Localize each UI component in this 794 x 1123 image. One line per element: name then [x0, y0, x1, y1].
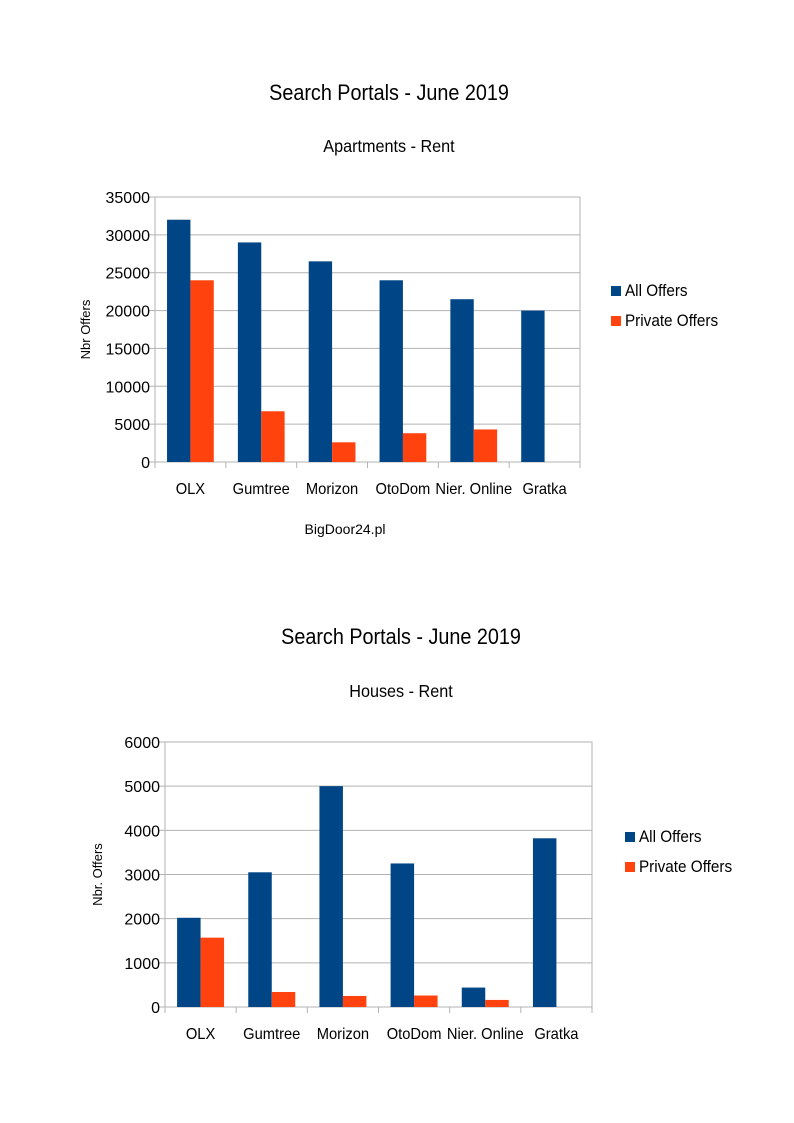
bars: OLX Gumtree Morizon OtoDom Nier. Online Gratk… [164, 786, 593, 1043]
bar-all-offers-morizon [319, 786, 343, 1007]
y-tick-label: 25000 [106, 266, 151, 283]
y-tick-label: 0 [151, 1000, 160, 1017]
y-tick-label: 3000 [124, 868, 160, 885]
bar-private-offers-nier-online [485, 999, 509, 1007]
legend-swatch [625, 832, 635, 842]
bar-private-offers-morizon [342, 995, 367, 1007]
y-tick-label: 5000 [114, 417, 150, 434]
legend-label: Private Offers [639, 857, 732, 876]
y-tick-label: 1000 [124, 956, 160, 973]
bar-private-offers-otodom [414, 995, 438, 1007]
chart-2: Search Portals - June 2019 Houses - Rent 0… [90, 625, 732, 1043]
bar-all-offers-otodom [390, 863, 415, 1007]
x-tick-label: Gumtree [233, 480, 290, 498]
legend-label: All Offers [625, 281, 688, 300]
chart-title: Search Portals - June 2019 [281, 625, 521, 649]
bar-all-offers-nier-online [461, 987, 486, 1007]
x-tick-label: OtoDom [376, 480, 431, 498]
y-axis: 0 1000 2000 3000 4000 5000 6000 [124, 735, 592, 1017]
x-tick-label: Nier. Online [447, 1025, 524, 1043]
chart-subtitle: Houses - Rent [349, 681, 453, 701]
y-axis-label: Nbr Offers [78, 299, 93, 359]
bar-all-offers-gratka [521, 310, 545, 462]
legend-label: Private Offers [625, 311, 718, 330]
bar-private-offers-morizon [332, 442, 356, 462]
bar-all-offers-nier-online [450, 299, 474, 462]
bar-all-offers-olx [167, 219, 191, 462]
x-tick-label: OLX [176, 480, 205, 498]
legend: All Offers Private Offers [625, 827, 732, 876]
legend-label: All Offers [639, 827, 702, 846]
bar-all-offers-gumtree [237, 242, 262, 462]
bars: OLX Gumtree Morizon OtoDom Nier. Online Gratk… [154, 219, 581, 498]
x-tick-label: Nier. Online [435, 480, 512, 498]
y-axis-label: Nbr. Offers [90, 843, 105, 906]
chart-title: Search Portals - June 2019 [269, 81, 509, 105]
y-tick-label: 10000 [106, 379, 151, 396]
y-tick-label: 5000 [124, 779, 160, 796]
plot-area [154, 196, 581, 463]
y-tick-label: 35000 [106, 190, 151, 207]
y-tick-label: 4000 [124, 823, 160, 840]
legend-swatch [611, 286, 621, 296]
bar-all-offers-gratka [532, 838, 557, 1007]
y-tick-label: 15000 [106, 341, 151, 358]
chart-1: Search Portals - June 2019 Apartments - R… [78, 81, 718, 537]
bar-private-offers-gumtree [261, 411, 285, 462]
x-tick-label: Morizon [317, 1025, 369, 1043]
x-tick-label: Morizon [306, 480, 358, 498]
y-tick-label: 2000 [124, 912, 160, 929]
bar-private-offers-olx [190, 280, 214, 462]
x-tick-label: Gratka [523, 480, 568, 498]
legend-swatch [625, 862, 635, 872]
bar-private-offers-olx [200, 937, 225, 1007]
bar-private-offers-gumtree [271, 991, 296, 1007]
y-tick-label: 0 [141, 455, 150, 472]
bar-all-offers-morizon [308, 261, 333, 462]
y-tick-label: 20000 [106, 304, 151, 321]
x-tick-label: Gratka [534, 1025, 579, 1043]
y-axis: 0 5000 10000 15000 20000 25000 30000 35000 [106, 190, 580, 472]
chart-subtitle: Apartments - Rent [323, 136, 455, 156]
x-tick-label: OtoDom [387, 1025, 442, 1043]
x-tick-label: Gumtree [243, 1025, 300, 1043]
chart-footnote: BigDoor24.pl [305, 521, 386, 537]
y-tick-label: 6000 [124, 735, 160, 752]
bar-all-offers-olx [177, 917, 201, 1007]
x-tick-label: OLX [186, 1025, 215, 1043]
legend: All Offers Private Offers [611, 281, 718, 330]
bar-all-offers-otodom [379, 280, 403, 462]
bar-all-offers-gumtree [248, 872, 272, 1007]
bar-private-offers-nier-online [473, 429, 498, 462]
bar-private-offers-otodom [402, 433, 427, 462]
legend-swatch [611, 316, 621, 326]
y-tick-label: 30000 [106, 228, 151, 245]
